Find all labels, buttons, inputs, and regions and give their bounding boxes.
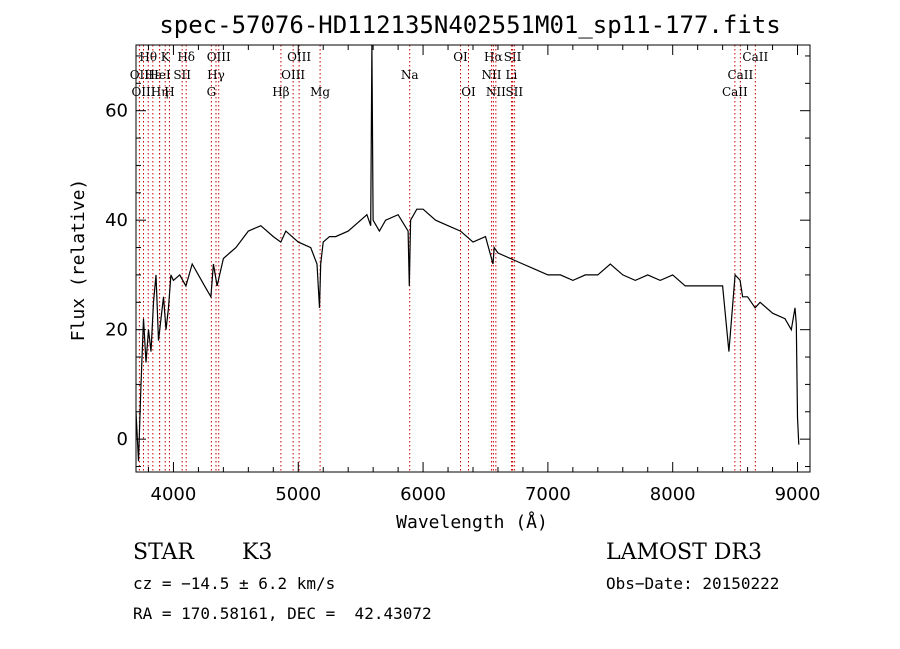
spectral-line-label: CaII: [722, 85, 748, 99]
spectral-line-label: Li: [506, 68, 518, 82]
spectral-line-label: H: [164, 85, 174, 99]
subclass: K3: [242, 540, 273, 565]
spectral-line-label: Hθ: [139, 50, 157, 64]
spectral-line-label: OII: [130, 68, 150, 82]
observation-date: Obs−Date: 20150222: [606, 574, 780, 593]
spectral-line-label: CaII: [727, 68, 753, 82]
plot-frame: [135, 44, 811, 473]
spectral-line-label: HeI: [148, 68, 171, 82]
x-tick-label: 8000: [650, 484, 696, 505]
spectral-line-label: Mg: [310, 85, 330, 99]
spectral-line-label: NII: [481, 68, 501, 82]
spectral-line-label: OIII: [207, 50, 231, 64]
x-tick-label: 5000: [275, 484, 321, 505]
y-axis-label: Flux (relative): [68, 179, 89, 342]
y-tick-label: 40: [105, 210, 128, 231]
y-tick-label: 60: [105, 101, 128, 122]
x-tick-label: 9000: [775, 484, 821, 505]
spectral-line-label: CaII: [742, 50, 768, 64]
spectral-line-label: OIII: [287, 50, 311, 64]
x-tick-label: 7000: [525, 484, 571, 505]
coordinates: RA = 170.58161, DEC = 42.43072: [133, 604, 432, 623]
spectral-line-label: Hε: [145, 68, 162, 82]
spectral-line-label: Hα: [484, 50, 503, 64]
spectral-line-label: Hγ: [207, 68, 225, 82]
y-tick-label: 20: [105, 320, 128, 341]
spectral-line-label: Hη: [151, 85, 169, 99]
spectral-line-label: SII: [504, 50, 522, 64]
spectral-line-label: SII: [505, 85, 523, 99]
y-tick-label: 0: [117, 429, 128, 450]
spectral-line-label: Hβ: [272, 85, 289, 99]
x-axis-label: Wavelength (Å): [396, 511, 548, 533]
spectral-line-label: NII: [486, 85, 506, 99]
x-axis: 4000 5000 6000 7000 8000 9000: [147, 45, 821, 505]
spectral-line-label: Na: [401, 68, 419, 82]
spectral-line-label: OI: [461, 85, 476, 99]
spectral-line-label: OIII: [131, 85, 155, 99]
spectral-line-label: G: [207, 85, 217, 99]
object-type: STAR: [133, 540, 194, 565]
spectral-line-label: Hδ: [177, 50, 195, 64]
spectral-line-label: OIII: [281, 68, 305, 82]
y-axis: 0 20 40 60: [105, 55, 810, 468]
chart-title: spec-57076-HD112135N402551M01_sp11-177.f…: [159, 11, 780, 39]
spectrum-line: [135, 44, 800, 462]
x-tick-label: 4000: [151, 484, 197, 505]
survey-name: LAMOST DR3: [606, 540, 762, 565]
spectral-line-label: SII: [173, 68, 191, 82]
x-tick-label: 6000: [400, 484, 446, 505]
redshift-cz: cz = −14.5 ± 6.2 km/s: [133, 574, 336, 593]
spectral-line-label: K: [161, 50, 171, 64]
spectral-line-label: OI: [453, 50, 468, 64]
